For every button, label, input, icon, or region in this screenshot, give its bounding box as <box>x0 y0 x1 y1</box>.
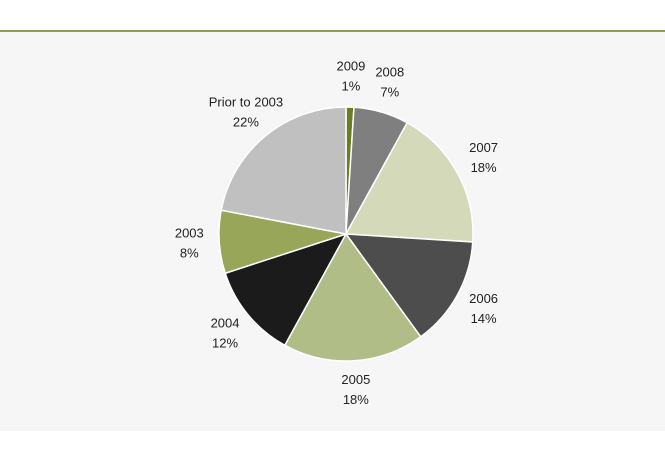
slice-label: 2008 <box>375 65 404 80</box>
slice-value-label: 7% <box>380 85 399 100</box>
slice-label: 2003 <box>175 225 204 240</box>
slice-value-label: 18% <box>343 392 369 407</box>
slice-label: 2006 <box>469 291 498 306</box>
slice-value-label: 22% <box>233 114 259 129</box>
pie-slice <box>344 233 474 338</box>
pie-slice <box>224 232 348 347</box>
slice-value-label: 8% <box>180 245 199 260</box>
slice-value-label: 1% <box>342 79 361 94</box>
slice-value-label: 14% <box>471 311 497 326</box>
slice-label: Prior to 2003 <box>209 94 283 109</box>
pie-slice <box>283 232 422 362</box>
slice-label: 2004 <box>211 316 240 331</box>
slice-value-label: 18% <box>471 160 497 175</box>
slice-label: 2007 <box>469 140 498 155</box>
slice-value-label: 12% <box>212 336 238 351</box>
slice-label: 2005 <box>341 372 370 387</box>
pie-slice <box>344 121 474 243</box>
pie-slice <box>220 106 347 235</box>
slice-label: 2009 <box>336 59 365 74</box>
